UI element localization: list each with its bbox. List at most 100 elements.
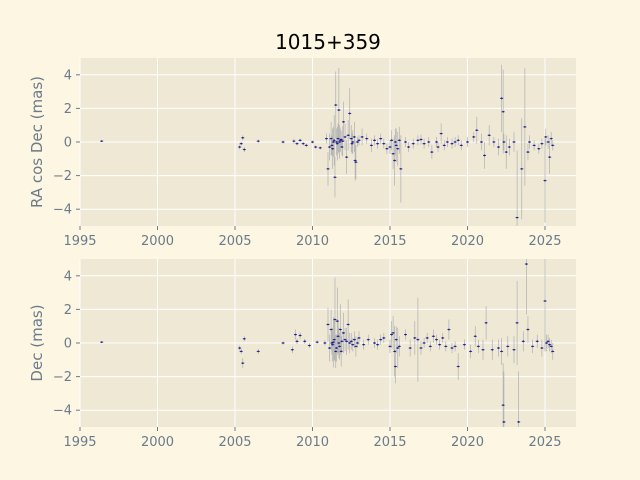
data-point [340, 138, 343, 141]
data-point [325, 137, 328, 140]
data-point [376, 142, 379, 145]
x-tick-label: 2005 [218, 435, 251, 450]
data-point [358, 139, 360, 142]
data-point [338, 141, 341, 143]
x-tick-label: 2005 [218, 234, 251, 249]
data-point [541, 347, 543, 349]
data-point [339, 328, 342, 331]
data-point [503, 141, 505, 143]
data-point [100, 341, 103, 344]
data-point [361, 136, 363, 138]
ra-ylabel: RA cos Dec (mas) [28, 76, 46, 208]
data-point [389, 146, 391, 148]
data-point [355, 345, 357, 348]
data-point [412, 142, 415, 145]
data-point [441, 337, 444, 339]
data-point [296, 142, 298, 145]
y-tick-label: −2 [53, 370, 72, 385]
data-point [332, 141, 335, 143]
data-point [351, 142, 353, 145]
x-tick-label: 2000 [141, 435, 174, 450]
data-point [333, 338, 336, 341]
data-point [475, 129, 478, 132]
chart-title: 1015+359 [275, 30, 381, 54]
data-point [334, 318, 336, 321]
data-point [396, 147, 399, 150]
data-point [370, 144, 373, 147]
data-point [437, 146, 439, 148]
data-point [432, 335, 435, 338]
data-point [547, 340, 549, 343]
data-point [531, 345, 534, 348]
data-point [294, 333, 297, 336]
data-point [347, 323, 350, 326]
data-point [537, 147, 540, 150]
data-point [435, 141, 438, 143]
data-point [330, 144, 333, 147]
data-point [482, 348, 484, 351]
data-point [395, 338, 398, 341]
data-point [457, 365, 460, 368]
y-tick-label: −4 [53, 404, 72, 419]
data-point [345, 340, 348, 343]
data-point [426, 337, 429, 339]
data-point [523, 125, 526, 128]
data-point [550, 137, 553, 140]
data-point [544, 136, 547, 138]
data-point [409, 347, 412, 349]
data-point [350, 340, 353, 343]
data-point [243, 148, 246, 151]
data-point [551, 350, 554, 353]
data-point [342, 120, 345, 123]
data-point [382, 337, 385, 339]
data-point [347, 134, 350, 137]
y-tick-label: −2 [53, 169, 72, 184]
data-point [330, 137, 332, 140]
y-tick-label: −4 [53, 203, 72, 218]
data-point [547, 141, 549, 143]
x-tick-label: 2010 [296, 435, 329, 450]
data-point [497, 347, 500, 349]
data-point [355, 161, 357, 164]
data-point [506, 345, 509, 348]
data-point [517, 421, 520, 423]
data-point [324, 342, 326, 344]
data-point [522, 340, 525, 343]
data-point [335, 347, 338, 349]
data-point [299, 139, 301, 142]
data-point [291, 348, 294, 351]
data-point [440, 132, 443, 135]
data-point [379, 137, 382, 140]
data-point [451, 142, 453, 145]
data-point [336, 320, 339, 323]
data-point [503, 421, 505, 423]
data-point [376, 343, 379, 346]
data-point [337, 109, 340, 111]
data-point [365, 137, 368, 140]
data-point [394, 365, 397, 368]
data-point [293, 140, 295, 143]
data-point [302, 142, 305, 145]
data-point [340, 350, 343, 353]
data-point [394, 141, 397, 143]
data-point [282, 141, 284, 143]
data-point [240, 142, 243, 145]
data-point [516, 321, 518, 324]
data-point [373, 139, 376, 142]
data-point [407, 146, 410, 148]
data-point [551, 144, 554, 147]
data-point [423, 142, 425, 145]
data-point [443, 144, 446, 147]
data-point [396, 347, 399, 349]
data-point [513, 141, 515, 143]
data-point [303, 340, 306, 343]
data-point [296, 340, 298, 343]
data-point [500, 350, 503, 353]
data-point [331, 147, 334, 150]
data-point [327, 323, 329, 326]
data-point [392, 332, 394, 334]
data-point [338, 345, 341, 348]
data-point [430, 151, 433, 153]
